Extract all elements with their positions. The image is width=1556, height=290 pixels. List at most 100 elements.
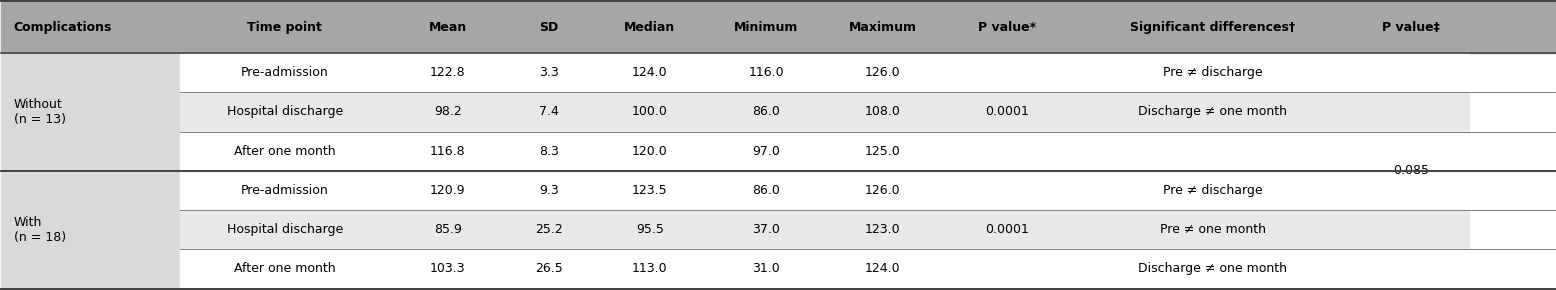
Text: Complications: Complications xyxy=(14,21,112,34)
Text: Time point: Time point xyxy=(247,21,322,34)
Bar xyxy=(2,53,180,92)
Bar xyxy=(389,210,506,249)
Text: 98.2: 98.2 xyxy=(434,106,462,119)
Bar xyxy=(506,210,591,249)
Bar xyxy=(825,210,941,249)
Bar xyxy=(941,249,1074,289)
Bar xyxy=(180,92,389,132)
Bar xyxy=(941,210,1074,249)
Bar xyxy=(389,132,506,171)
Bar xyxy=(1074,171,1352,210)
Text: Pre ≠ one month: Pre ≠ one month xyxy=(1159,223,1267,236)
Text: Hospital discharge: Hospital discharge xyxy=(227,106,342,119)
Text: 31.0: 31.0 xyxy=(753,262,780,275)
Text: After one month: After one month xyxy=(233,262,336,275)
Bar xyxy=(1074,53,1352,92)
Bar xyxy=(825,132,941,171)
Text: 124.0: 124.0 xyxy=(632,66,668,79)
Bar xyxy=(941,171,1074,210)
Text: With
(n = 18): With (n = 18) xyxy=(14,216,65,244)
Text: Median: Median xyxy=(624,21,675,34)
Bar xyxy=(708,53,825,92)
Text: Discharge ≠ one month: Discharge ≠ one month xyxy=(1139,262,1287,275)
Text: SD: SD xyxy=(540,21,559,34)
Text: 86.0: 86.0 xyxy=(753,184,780,197)
Text: Significant differences†: Significant differences† xyxy=(1130,21,1296,34)
Text: Pre-admission: Pre-admission xyxy=(241,66,328,79)
Text: 3.3: 3.3 xyxy=(538,66,559,79)
Text: 95.5: 95.5 xyxy=(636,223,664,236)
Bar xyxy=(180,132,389,171)
Text: 97.0: 97.0 xyxy=(753,145,780,158)
Bar xyxy=(825,249,941,289)
Bar xyxy=(180,210,389,249)
Bar xyxy=(389,171,506,210)
Bar xyxy=(2,132,180,171)
Bar xyxy=(708,249,825,289)
Text: 7.4: 7.4 xyxy=(538,106,559,119)
Text: 123.5: 123.5 xyxy=(632,184,668,197)
Bar xyxy=(591,92,708,132)
Bar xyxy=(941,92,1074,132)
Bar xyxy=(941,132,1074,171)
Text: 100.0: 100.0 xyxy=(632,106,668,119)
Text: 125.0: 125.0 xyxy=(865,145,901,158)
Bar xyxy=(2,171,180,210)
Bar xyxy=(506,171,591,210)
Bar xyxy=(506,92,591,132)
Bar xyxy=(1352,132,1469,171)
Text: 126.0: 126.0 xyxy=(865,66,901,79)
Bar xyxy=(2,210,180,249)
Bar xyxy=(825,53,941,92)
Text: Mean: Mean xyxy=(429,21,467,34)
Text: Pre-admission: Pre-admission xyxy=(241,184,328,197)
Bar xyxy=(591,210,708,249)
Bar xyxy=(591,249,708,289)
Bar xyxy=(389,249,506,289)
Text: 0.0001: 0.0001 xyxy=(985,106,1029,119)
Text: 8.3: 8.3 xyxy=(538,145,559,158)
Bar xyxy=(1352,210,1469,249)
Bar xyxy=(941,53,1074,92)
Text: 116.8: 116.8 xyxy=(429,145,465,158)
Bar xyxy=(1074,92,1352,132)
Bar xyxy=(389,53,506,92)
Bar xyxy=(591,53,708,92)
Bar xyxy=(825,171,941,210)
Bar xyxy=(1074,132,1352,171)
Text: After one month: After one month xyxy=(233,145,336,158)
Bar xyxy=(2,92,180,132)
Text: 25.2: 25.2 xyxy=(535,223,563,236)
Text: 124.0: 124.0 xyxy=(865,262,901,275)
Bar xyxy=(180,249,389,289)
Text: Minimum: Minimum xyxy=(734,21,798,34)
Bar xyxy=(506,249,591,289)
Bar xyxy=(506,53,591,92)
Bar xyxy=(180,171,389,210)
Text: 123.0: 123.0 xyxy=(865,223,901,236)
Bar xyxy=(1074,249,1352,289)
Bar xyxy=(389,92,506,132)
Bar xyxy=(708,92,825,132)
Bar xyxy=(1352,92,1469,132)
Text: Pre ≠ discharge: Pre ≠ discharge xyxy=(1162,66,1263,79)
Text: 108.0: 108.0 xyxy=(865,106,901,119)
Text: 103.3: 103.3 xyxy=(429,262,465,275)
Bar xyxy=(591,171,708,210)
Bar xyxy=(506,132,591,171)
Bar xyxy=(708,210,825,249)
Text: Discharge ≠ one month: Discharge ≠ one month xyxy=(1139,106,1287,119)
Text: 120.0: 120.0 xyxy=(632,145,668,158)
Text: 126.0: 126.0 xyxy=(865,184,901,197)
Text: 122.8: 122.8 xyxy=(429,66,465,79)
Text: 120.9: 120.9 xyxy=(429,184,465,197)
Bar xyxy=(825,92,941,132)
Text: P value*: P value* xyxy=(979,21,1036,34)
Bar xyxy=(708,132,825,171)
Text: 9.3: 9.3 xyxy=(538,184,559,197)
Bar xyxy=(1352,53,1469,92)
Bar xyxy=(708,171,825,210)
Text: 113.0: 113.0 xyxy=(632,262,668,275)
Text: 85.9: 85.9 xyxy=(434,223,462,236)
Bar xyxy=(2,1,1554,53)
